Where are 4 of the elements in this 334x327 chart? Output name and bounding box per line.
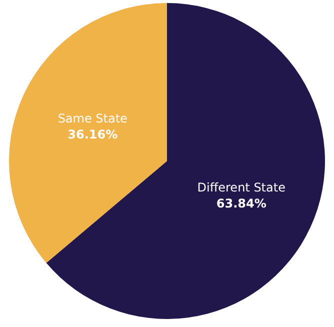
data-label: 36.16% [68,127,118,142]
slice-label: Different State [197,180,286,195]
data-label: 63.84% [216,196,266,211]
slice-label: Same State [58,111,128,126]
